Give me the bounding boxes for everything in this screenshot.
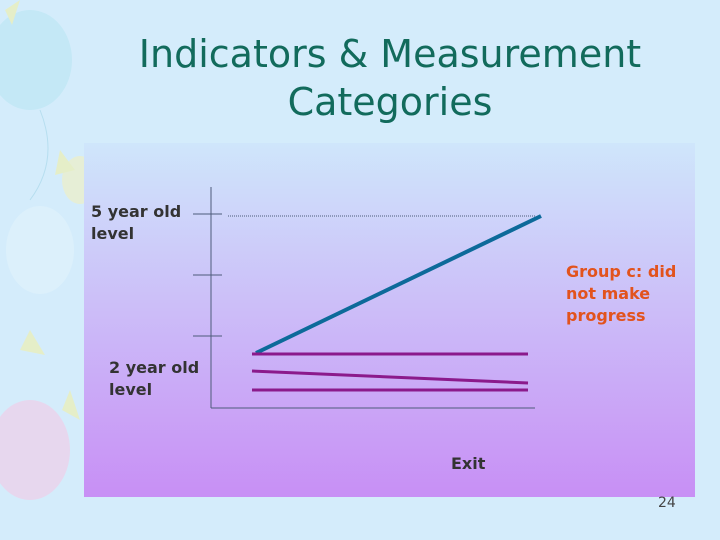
bottom-level-label: 2 year old level	[109, 357, 199, 401]
title-line: Indicators & Measurement	[138, 32, 642, 76]
title-line: Categories	[287, 80, 493, 124]
label-line: 2 year old	[109, 358, 200, 377]
label-line: not make	[566, 284, 651, 303]
label-line: Group c: did	[566, 262, 677, 281]
group-c-lines	[251, 352, 529, 392]
label-line: 5 year old	[91, 202, 182, 221]
top-level-label: 5 year old level	[91, 201, 181, 245]
exit-label: Exit	[451, 454, 486, 473]
panel	[84, 143, 695, 497]
page-number: 24	[658, 495, 676, 511]
balloons	[0, 0, 98, 500]
group-label: Group c: did not make progress	[566, 261, 676, 327]
label-line: progress	[566, 306, 646, 325]
label-line: level	[109, 380, 153, 399]
progress-line	[255, 214, 542, 355]
axes	[193, 187, 535, 409]
label-line: level	[91, 224, 135, 243]
